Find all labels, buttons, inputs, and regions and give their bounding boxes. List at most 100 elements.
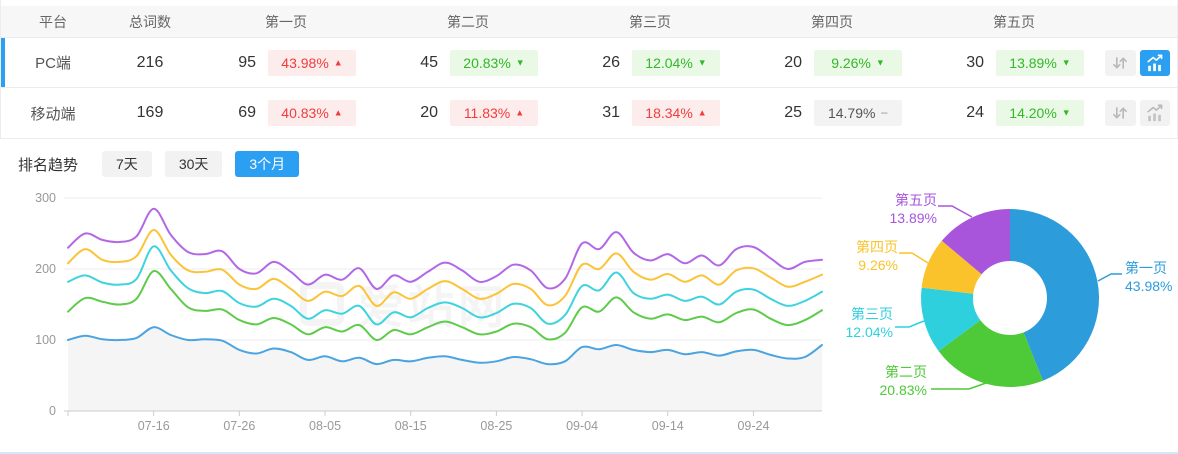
table-row-mobile[interactable]: 移动端 169 69 40.83% ▲ 20 11.83% ▲ 31 18.34% ▲…	[1, 88, 1177, 138]
trend-toolbar: 排名趋势 7天 30天 3个月	[0, 149, 1178, 179]
platform-name: PC端	[35, 55, 71, 72]
trend-section-title: 排名趋势	[18, 156, 79, 174]
page3-change-badge: 12.04% ▼	[632, 49, 720, 76]
page2-count: 45	[420, 53, 438, 71]
page4-cell: 20 9.26% ▼	[741, 49, 923, 76]
trend-arrow-icon: ▼	[1061, 107, 1071, 118]
row-actions	[1105, 49, 1177, 76]
trend-arrow-icon: ▲	[333, 107, 343, 118]
donut-label-page5: 第五页 13.89%	[889, 192, 937, 226]
page1-count: 95	[238, 53, 256, 71]
svg-text:08-05: 08-05	[309, 419, 341, 433]
col-header-page4: 第四页	[811, 13, 853, 30]
trend-arrow-icon: ▼	[515, 57, 525, 67]
trend-arrow-icon: ▼	[1061, 57, 1071, 67]
page1-cell: 95 43.98% ▲	[195, 49, 377, 76]
trend-chart-button[interactable]	[1139, 49, 1170, 76]
donut-chart-canvas[interactable]	[835, 183, 1178, 435]
rank-trend-line-chart: 爱站网 010020030007-1607-2608-0508-1508-250…	[0, 183, 835, 435]
donut-leader-line	[931, 382, 987, 390]
page2-change-badge: 20.83% ▼	[450, 49, 538, 76]
donut-label-page2: 第二页 20.83%	[879, 364, 927, 398]
donut-leader-line	[1097, 273, 1122, 282]
compare-sort-button[interactable]	[1105, 100, 1136, 126]
table-header-row: 平台 总词数 第一页 第二页 第三页 第四页 第五页	[1, 6, 1177, 38]
donut-label-page4: 第四页 9.26%	[856, 239, 898, 273]
page3-change-badge: 18.34% ▲	[632, 100, 720, 126]
col-header-platform: 平台	[39, 13, 67, 30]
trend-arrow-icon: ▲	[333, 57, 343, 67]
donut-leader-line	[899, 252, 929, 264]
svg-text:07-16: 07-16	[138, 419, 170, 433]
page5-cell: 30 13.89% ▼	[923, 49, 1105, 76]
trend-arrow-icon: ▼	[697, 57, 707, 67]
page5-count: 30	[966, 53, 984, 71]
svg-text:08-25: 08-25	[480, 419, 512, 433]
page-distribution-donut-chart: 第五页 13.89% 第四页 9.26% 第三页 12.04% 第二页 20.83% 第…	[835, 183, 1178, 435]
total-words-value: 216	[136, 53, 164, 71]
page2-cell: 20 11.83% ▲	[377, 100, 559, 126]
row-actions	[1105, 100, 1177, 126]
col-header-total-words: 总词数	[129, 13, 171, 30]
rank-summary-table: 平台 总词数 第一页 第二页 第三页 第四页 第五页 PC端 216 95 43…	[0, 0, 1178, 139]
donut-leader-line	[938, 205, 973, 218]
bar-chart-trend-icon	[1147, 53, 1163, 71]
page5-change-badge: 14.20% ▼	[996, 100, 1084, 126]
page1-count: 69	[238, 104, 256, 121]
line-chart-canvas[interactable]: 0 100 200 300 07-16 07-26 08-05 08-15 08-25 09-04…	[0, 183, 835, 435]
trend-chart-button[interactable]	[1139, 100, 1170, 126]
donut-leader-line	[895, 320, 925, 328]
page3-count: 31	[602, 104, 620, 121]
page3-count: 26	[602, 53, 620, 71]
svg-text:09-04: 09-04	[566, 419, 598, 433]
page2-change-badge: 11.83% ▲	[450, 100, 538, 126]
trend-arrow-icon: ▲	[515, 107, 525, 118]
page4-cell: 25 14.79% −	[741, 100, 923, 126]
trend-arrow-icon: −	[880, 105, 889, 120]
page4-change-badge: 9.26% ▼	[814, 49, 902, 76]
svg-text:0: 0	[49, 404, 56, 418]
page5-change-badge: 13.89% ▼	[996, 49, 1084, 76]
donut-label-page3: 第三页 12.04%	[845, 306, 893, 340]
page3-cell: 31 18.34% ▲	[559, 100, 741, 126]
bar-chart-trend-icon	[1147, 104, 1163, 122]
page5-count: 24	[966, 104, 984, 121]
tab-7-days[interactable]: 7天	[102, 151, 152, 177]
donut-label-page1: 第一页 43.98%	[1125, 260, 1173, 294]
svg-text:09-24: 09-24	[737, 419, 769, 433]
col-header-page5: 第五页	[993, 13, 1035, 30]
page1-change-badge: 40.83% ▲	[268, 100, 356, 126]
trend-arrow-icon: ▲	[697, 107, 707, 118]
watermark-logo-icon	[300, 282, 344, 326]
svg-text:100: 100	[35, 333, 56, 347]
svg-text:200: 200	[35, 262, 56, 276]
page4-change-badge: 14.79% −	[814, 100, 902, 126]
page2-cell: 45 20.83% ▼	[377, 49, 559, 76]
sort-arrows-icon	[1113, 107, 1128, 119]
col-header-page1: 第一页	[265, 13, 307, 30]
page3-cell: 26 12.04% ▼	[559, 49, 741, 76]
page1-cell: 69 40.83% ▲	[195, 100, 377, 126]
svg-text:300: 300	[35, 191, 56, 205]
watermark: 爱站网	[300, 271, 508, 337]
svg-text:09-14: 09-14	[652, 419, 684, 433]
platform-name: 移动端	[30, 105, 76, 123]
page2-count: 20	[420, 104, 438, 121]
tab-3-months[interactable]: 3个月	[235, 151, 300, 177]
trend-arrow-icon: ▼	[875, 57, 885, 67]
active-row-indicator	[1, 88, 5, 138]
col-header-page2: 第二页	[447, 13, 489, 30]
active-row-indicator	[1, 38, 5, 87]
svg-text:08-15: 08-15	[395, 419, 427, 433]
page1-change-badge: 43.98% ▲	[268, 49, 356, 76]
table-row-pc[interactable]: PC端 216 95 43.98% ▲ 45 20.83% ▼ 26 12.04% ▼…	[1, 38, 1177, 88]
compare-sort-button[interactable]	[1105, 49, 1136, 76]
page5-cell: 24 14.20% ▼	[923, 100, 1105, 126]
col-header-page3: 第三页	[629, 13, 671, 30]
tab-30-days[interactable]: 30天	[164, 151, 223, 177]
page4-count: 25	[784, 104, 802, 121]
svg-text:07-26: 07-26	[223, 419, 255, 433]
page4-count: 20	[784, 53, 802, 71]
charts-area: 爱站网 010020030007-1607-2608-0508-1508-250…	[0, 183, 1178, 435]
